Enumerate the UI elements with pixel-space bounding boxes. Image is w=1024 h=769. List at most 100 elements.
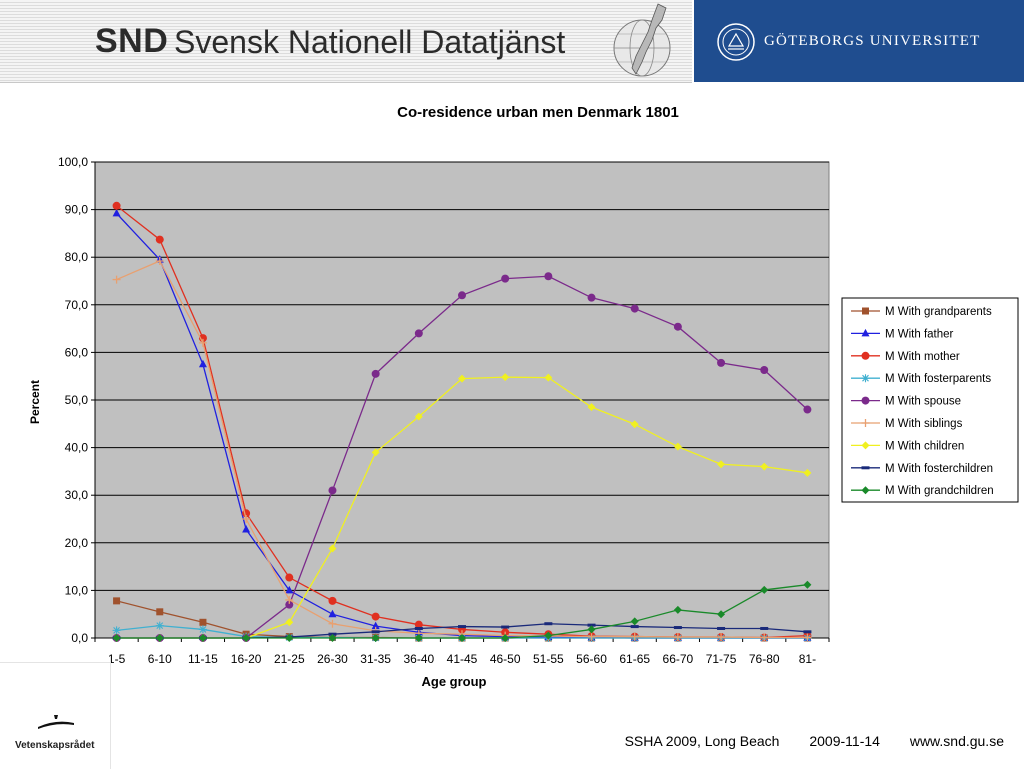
data-point	[673, 605, 682, 614]
data-point	[760, 462, 769, 471]
x-tick-label: 56-60	[576, 652, 607, 666]
data-point	[328, 486, 337, 495]
x-tick-label: 26-30	[317, 652, 348, 666]
data-point	[861, 351, 870, 360]
data-point	[371, 369, 380, 378]
data-point	[156, 608, 164, 616]
data-point	[414, 412, 423, 421]
data-point	[630, 304, 639, 313]
data-point	[587, 632, 596, 641]
data-point	[285, 634, 294, 642]
data-point	[861, 396, 870, 405]
data-point	[285, 573, 294, 582]
data-point	[673, 626, 682, 630]
x-tick-label: 11-15	[188, 652, 218, 666]
x-tick-label: 66-70	[663, 652, 694, 666]
legend-item: M With mother	[851, 351, 960, 363]
legend-label: M With fosterparents	[885, 373, 991, 385]
data-point	[862, 307, 869, 315]
data-point	[717, 358, 726, 367]
data-point	[760, 626, 769, 630]
legend-label: M With grandparents	[885, 306, 992, 318]
y-tick-label: 80,0	[65, 250, 89, 264]
data-point	[328, 544, 337, 553]
x-tick-label: 21-25	[274, 652, 305, 666]
footer-url[interactable]: www.snd.gu.se	[909, 733, 1004, 749]
data-point	[155, 634, 164, 642]
globe-icon	[613, 3, 671, 77]
y-tick-label: 0,0	[71, 631, 88, 645]
y-tick-label: 60,0	[65, 345, 89, 359]
data-point	[371, 448, 380, 457]
data-point	[803, 468, 812, 477]
x-tick-label: 16-20	[231, 652, 262, 666]
legend-item: M With children	[851, 440, 964, 452]
data-point	[371, 634, 380, 642]
data-point	[371, 612, 380, 621]
data-point	[544, 622, 553, 626]
y-tick-label: 90,0	[65, 203, 89, 217]
vetenskapsradet-logo	[0, 662, 111, 769]
legend: M With grandparents M With father M With m…	[841, 297, 1019, 503]
data-point	[112, 201, 121, 210]
data-point	[458, 374, 466, 383]
data-point	[630, 420, 639, 429]
x-tick-label: 46-50	[490, 652, 521, 666]
snd-header-banner	[0, 0, 692, 83]
data-point	[544, 373, 553, 382]
data-point	[198, 338, 207, 347]
data-point	[760, 366, 769, 375]
data-point	[673, 633, 682, 642]
x-tick-label: 51-55	[533, 652, 564, 666]
data-point	[198, 625, 207, 634]
data-point	[630, 625, 639, 629]
data-point	[199, 618, 207, 626]
data-point	[630, 632, 639, 641]
data-point	[803, 630, 812, 634]
legend-item: M With grandchildren	[851, 485, 994, 497]
legend-label: M With siblings	[885, 418, 963, 430]
series-lines	[112, 201, 812, 642]
data-point	[112, 626, 121, 635]
vetenskapsradet-text: Vetenskapsrådet	[15, 740, 95, 751]
data-point	[328, 609, 337, 618]
legend-item: M With grandparents	[851, 306, 992, 318]
legend-item: M With siblings	[851, 418, 963, 430]
x-tick-label: 41-45	[447, 652, 478, 666]
y-tick-label: 100,0	[58, 155, 88, 169]
x-tick-label: 36-40	[403, 652, 434, 666]
y-tick-label: 20,0	[65, 536, 89, 550]
data-point	[673, 322, 682, 331]
legend-label: M With spouse	[885, 396, 961, 408]
y-tick-label: 70,0	[65, 298, 89, 312]
data-point	[242, 634, 251, 642]
data-point	[242, 515, 251, 523]
data-point	[803, 633, 812, 642]
data-point	[501, 634, 510, 642]
x-tick-label: 1-5	[108, 652, 126, 666]
data-point	[673, 442, 682, 451]
data-point	[458, 291, 466, 300]
snd-logo-abbreviation: SND	[95, 22, 169, 60]
data-point	[198, 634, 207, 642]
data-point	[587, 403, 596, 412]
footer-conference: SSHA 2009, Long Beach	[624, 733, 780, 749]
series-m-with-grandchildren	[112, 580, 812, 642]
data-point	[803, 580, 812, 589]
data-point	[328, 619, 337, 628]
data-point	[717, 460, 726, 469]
data-point	[155, 257, 164, 266]
data-point	[861, 374, 870, 383]
data-point	[861, 328, 870, 337]
x-tick-label: 81-	[799, 652, 816, 666]
data-point	[458, 625, 466, 629]
x-tick-label: 61-65	[619, 652, 650, 666]
legend-label: M With fosterchildren	[885, 463, 993, 475]
data-point	[717, 626, 726, 630]
university-name: GÖTEBORGS UNIVERSITET	[764, 33, 981, 49]
x-axis-ticks: 1-5 6-10 11-15 16-20 21-25 26-30 31-35 36-40 41-…	[94, 637, 830, 666]
data-point	[155, 621, 164, 630]
x-tick-label: 71-75	[706, 652, 737, 666]
y-axis-label: Percent	[28, 380, 42, 424]
legend-item: M With father	[851, 328, 954, 340]
